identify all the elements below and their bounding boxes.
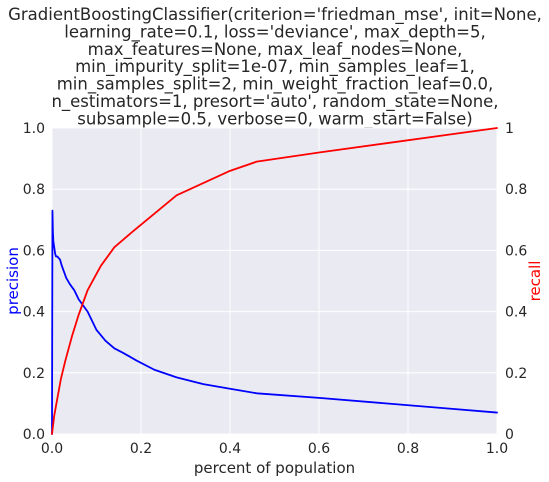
y-axis-right-label: recall <box>526 261 544 302</box>
y-axis-left-ticks: 0.0 0.2 0.4 0.6 0.8 1.0 <box>23 121 45 443</box>
y-right-tick-label: 0 <box>505 427 514 443</box>
chart-title-line: n_estimators=1, presort='auto', random_s… <box>51 92 498 112</box>
y-left-tick-label: 0.0 <box>23 427 45 443</box>
chart-title: GradientBoostingClassifier(criterion='fr… <box>8 5 542 129</box>
y-left-tick-label: 0.6 <box>23 243 45 259</box>
x-tick-label: 0.0 <box>41 441 63 457</box>
chart-title-line: min_samples_split=2, min_weight_fraction… <box>57 75 494 95</box>
plot-area <box>52 128 497 434</box>
y-left-tick-label: 0.2 <box>23 366 45 382</box>
y-right-tick-label: 0.8 <box>505 182 527 198</box>
y-right-tick-label: 0.4 <box>505 305 527 321</box>
x-tick-label: 0.4 <box>219 441 241 457</box>
y-right-tick-label: 0.6 <box>505 243 527 259</box>
y-axis-left-label: precision <box>4 247 22 315</box>
x-axis-label: percent of population <box>194 459 355 477</box>
y-axis-right-ticks: 0 0.2 0.4 0.6 0.8 1 <box>505 121 527 443</box>
chart-title-line: max_features=None, max_leaf_nodes=None, <box>88 40 463 60</box>
y-right-tick-label: 0.2 <box>505 366 527 382</box>
x-tick-label: 0.6 <box>308 441 330 457</box>
chart-title-line: learning_rate=0.1, loss='deviance', max_… <box>64 22 485 42</box>
y-left-tick-label: 0.4 <box>23 305 45 321</box>
x-axis-ticks: 0.0 0.2 0.4 0.6 0.8 1.0 <box>41 441 508 457</box>
x-tick-label: 0.8 <box>397 441 419 457</box>
y-left-tick-label: 0.8 <box>23 182 45 198</box>
x-tick-label: 1.0 <box>486 441 508 457</box>
precision-line <box>51 209 498 435</box>
chart-title-line: subsample=0.5, verbose=0, warm_start=Fal… <box>77 109 472 129</box>
y-left-tick-label: 1.0 <box>23 121 45 137</box>
recall-line <box>51 127 498 435</box>
chart-title-line: GradientBoostingClassifier(criterion='fr… <box>8 5 542 25</box>
chart-title-line: min_impurity_split=1e-07, min_samples_le… <box>75 57 475 77</box>
series-lines <box>51 127 498 435</box>
grid <box>51 127 498 435</box>
x-tick-label: 0.2 <box>130 441 152 457</box>
y-right-tick-label: 1 <box>505 121 514 137</box>
